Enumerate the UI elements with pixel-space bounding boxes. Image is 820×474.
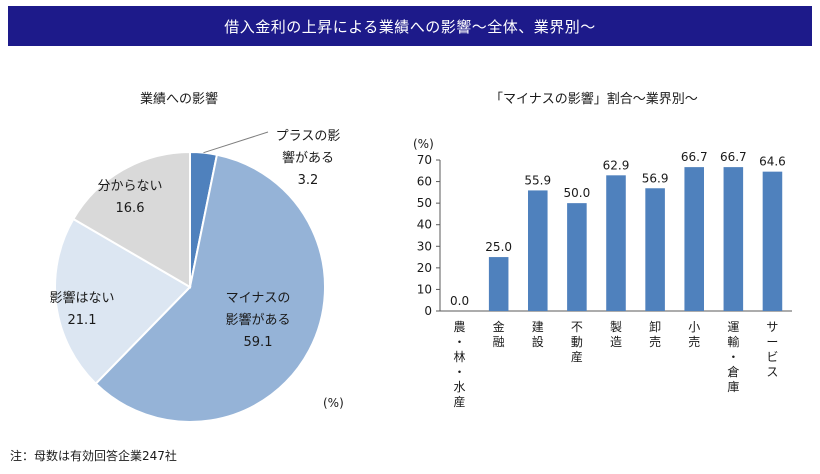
y-tick-label: 30	[417, 239, 432, 253]
y-tick-label: 40	[417, 218, 432, 232]
bar-value-label: 0.0	[450, 294, 469, 308]
bar	[606, 175, 626, 311]
bar	[723, 167, 744, 311]
bar-value-label: 66.7	[720, 150, 747, 164]
y-tick-label: 0	[424, 304, 432, 318]
x-category-label: 卸売	[649, 319, 661, 349]
chart-title: 借入金利の上昇による業績への影響～全体、業界別～	[224, 17, 596, 36]
x-category-label: 金融	[493, 319, 505, 349]
y-tick-label: 20	[417, 261, 432, 275]
pie-value-unknown: 16.6	[116, 201, 145, 216]
y-tick-label: 10	[417, 282, 432, 296]
pie-value-minus: 59.1	[244, 335, 273, 350]
bar	[762, 171, 783, 311]
bar-chart: 0 10 20 30 40 50 60 70 0.0 農・林・水産 25.0 金融 55.9 建設 50.0…	[417, 150, 792, 409]
pie-label-minus: マイナスの	[226, 291, 291, 306]
footnote: 注：母数は有効回答企業247社	[10, 449, 177, 463]
pie-label-plus: プラスの影	[276, 129, 341, 144]
bar	[488, 257, 509, 311]
y-tick-label: 70	[417, 153, 432, 167]
y-tick-label: 50	[417, 196, 432, 210]
pie-slice-unknown	[72, 150, 191, 289]
pie-slice-none	[54, 217, 192, 386]
pie-unit-label: (%)	[323, 396, 344, 410]
chart-title-banner: 借入金利の上昇による業績への影響～全体、業界別～	[8, 6, 812, 46]
x-category-label: 小売	[688, 320, 700, 349]
x-category-label: 建設	[532, 320, 544, 349]
bar	[567, 203, 587, 311]
bar-value-label: 66.7	[681, 150, 708, 164]
bar-value-label: 25.0	[485, 240, 512, 254]
pie-chart-title: 業績への影響	[140, 92, 219, 107]
pie-slice-minus	[94, 153, 326, 423]
bar	[528, 190, 548, 311]
bar-value-label: 64.6	[759, 155, 786, 169]
pie-value-none: 21.1	[68, 313, 97, 328]
bar	[645, 188, 665, 311]
pie-leader-line	[203, 131, 269, 154]
pie-label-minus: 影響がある	[225, 312, 290, 328]
x-category-label: 製造	[610, 320, 622, 349]
x-category-label: サービス	[766, 320, 778, 379]
pie-label-none: 影響はない	[49, 290, 114, 306]
y-tick-label: 60	[417, 175, 432, 189]
bar-chart-title: 「マイナスの影響」割合～業界別～	[490, 92, 698, 107]
bar-y-unit-label: (%)	[413, 137, 434, 151]
x-category-label: 農・林・水産	[454, 320, 466, 409]
pie-value-plus: 3.2	[298, 173, 319, 188]
bar-value-label: 55.9	[524, 173, 551, 187]
pie-label-plus: 響がある	[282, 150, 334, 166]
x-category-label: 不動産	[571, 320, 583, 364]
bar	[684, 167, 704, 311]
bar-value-label: 56.9	[642, 171, 669, 185]
x-category-label: 運輸・倉庫	[727, 320, 739, 394]
pie-label-unknown: 分からない	[97, 179, 162, 194]
bar-value-label: 50.0	[564, 186, 591, 200]
bar-value-label: 62.9	[603, 158, 630, 172]
